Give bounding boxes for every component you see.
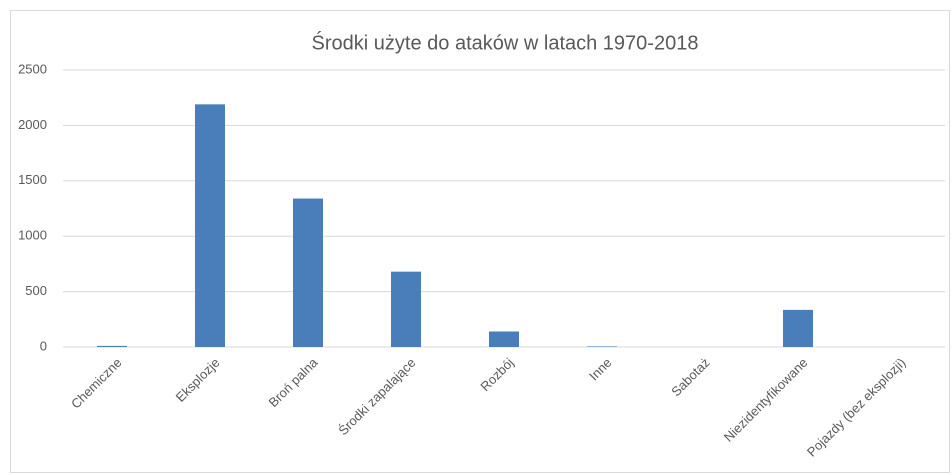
y-tick-label: 1500 bbox=[18, 172, 47, 187]
y-tick-label: 1000 bbox=[18, 228, 47, 243]
y-tick-label: 2500 bbox=[18, 61, 47, 76]
y-tick-label: 500 bbox=[25, 283, 47, 298]
chart-title: Środki użyte do ataków w latach 1970-201… bbox=[312, 30, 699, 54]
y-tick-label: 0 bbox=[40, 338, 47, 353]
bar bbox=[293, 198, 323, 347]
y-tick-label: 2000 bbox=[18, 117, 47, 132]
bar bbox=[195, 104, 225, 348]
bar bbox=[391, 271, 421, 347]
bar bbox=[489, 331, 519, 347]
bar bbox=[783, 309, 813, 347]
chart-frame bbox=[10, 10, 950, 473]
bar bbox=[587, 346, 617, 347]
bar bbox=[97, 345, 127, 347]
